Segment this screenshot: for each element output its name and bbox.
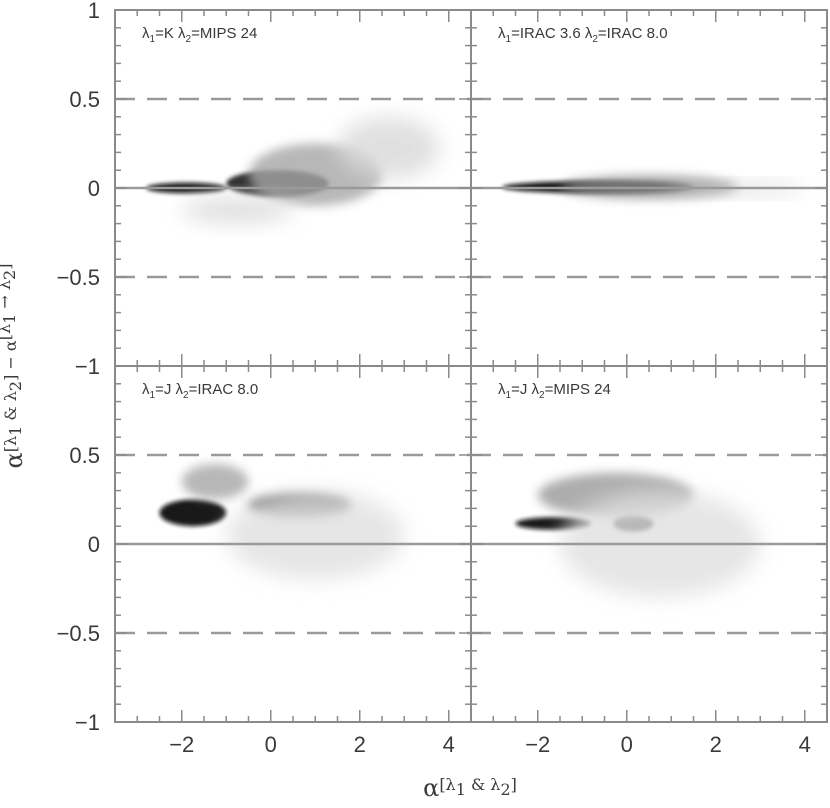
y-axis-title-part1: [λ xyxy=(1,436,20,452)
x-tick-label: 4 xyxy=(443,732,455,757)
y-axis-title-sub1: 1 xyxy=(6,426,25,436)
tick-labels: −2 0 2 4 −2 0 2 4 1 0.5 0 −0.5 −1 0.5 0 −0.5 −1 xyxy=(57,0,811,757)
panel-label-part: λ xyxy=(498,381,506,398)
panel-label-part: 1 xyxy=(150,390,156,401)
density-layer xyxy=(146,116,440,224)
panel-label-part: =K xyxy=(155,25,174,42)
panel-label-part: =J xyxy=(155,381,171,398)
y-axis-title-part2: & λ xyxy=(1,391,20,426)
y-axis-title-part4: [λ xyxy=(0,324,14,340)
panel-label-part: 1 xyxy=(506,34,512,45)
density-region-3 xyxy=(337,116,440,180)
y-axis-title-close: ] xyxy=(0,264,14,270)
y-tick-label: −1 xyxy=(75,354,100,379)
panel-top-left: λ1=K λ2=MIPS 24 xyxy=(114,9,472,367)
panel-label-part: =MIPS 24 xyxy=(545,381,611,398)
panel-label-part: 2 xyxy=(539,390,545,401)
panel-label-part: =J xyxy=(511,381,527,398)
density-layer xyxy=(502,175,805,199)
panel-label-part: λ xyxy=(142,381,150,398)
x-tick-label: 4 xyxy=(799,732,811,757)
density-region-4 xyxy=(181,196,293,224)
panel-frame xyxy=(470,365,828,723)
x-axis-title-bracket: [λ xyxy=(439,775,455,794)
y-axis-title-sub4: 2 xyxy=(0,270,19,280)
panel-label-part: 2 xyxy=(183,390,189,401)
x-axis-title-sub1: 1 xyxy=(456,780,466,799)
x-axis-title-close: ] xyxy=(511,775,517,794)
x-tick-label: 0 xyxy=(265,732,277,757)
panel-label-part: λ xyxy=(176,381,184,398)
x-tick-label: −2 xyxy=(525,732,550,757)
panel-label-part: =IRAC 3.6 xyxy=(511,25,581,42)
y-axis-title-part3: ] − α xyxy=(1,340,20,381)
y-tick-label: 0 xyxy=(88,176,100,201)
y-tick-label: −1 xyxy=(75,710,100,735)
density-region-2 xyxy=(181,463,249,500)
density-layer xyxy=(515,472,761,598)
y-axis-title-sub2: 2 xyxy=(6,381,25,391)
panel-label-part: 2 xyxy=(592,34,598,45)
panel-label: λ1=J λ2=IRAC 8.0 xyxy=(142,381,258,401)
y-axis-title-part5: → λ xyxy=(0,280,14,314)
y-axis-title-sub3: 1 xyxy=(0,314,19,324)
y-axis-title-alpha: α xyxy=(0,452,28,468)
panel-label-part: =MIPS 24 xyxy=(191,25,257,42)
panel-top-right: λ1=IRAC 3.6 λ2=IRAC 8.0 xyxy=(470,9,828,367)
x-tick-label: −2 xyxy=(169,732,194,757)
y-tick-label: 1 xyxy=(88,0,100,23)
panel-label-part: λ xyxy=(532,381,540,398)
panel-label: λ1=IRAC 3.6 λ2=IRAC 8.0 xyxy=(498,25,668,45)
panel-label-part: =IRAC 8.0 xyxy=(598,25,668,42)
y-tick-label: 0 xyxy=(88,532,100,557)
x-axis-title-alpha: α xyxy=(423,774,439,802)
panel-label-part: 1 xyxy=(150,34,156,45)
x-tick-label: 0 xyxy=(621,732,633,757)
panel-label-part: λ xyxy=(498,25,506,42)
panel-label-part: λ xyxy=(178,25,186,42)
density-region-3 xyxy=(226,490,405,580)
y-tick-label: −0.5 xyxy=(57,621,100,646)
density-region-0 xyxy=(159,499,227,527)
y-tick-label: 0.5 xyxy=(69,443,100,468)
panel-label-part: =IRAC 8.0 xyxy=(189,381,259,398)
panel-label: λ1=J λ2=MIPS 24 xyxy=(498,381,611,401)
x-tick-label: 2 xyxy=(710,732,722,757)
panel-label: λ1=K λ2=MIPS 24 xyxy=(142,25,257,45)
y-tick-label: −0.5 xyxy=(57,265,100,290)
x-axis-title-sub2: 2 xyxy=(500,780,510,799)
density-layer xyxy=(159,463,405,580)
panel-label-part: λ xyxy=(142,25,150,42)
panel-label-part: 1 xyxy=(506,390,512,401)
panel-bottom-right: λ1=J λ2=MIPS 24 xyxy=(470,365,828,723)
x-axis-title: α[λ1 & λ2] xyxy=(423,774,517,802)
panels: λ1=K λ2=MIPS 24 λ1=IRAC 3.6 λ2=IRAC 8.0λ1… xyxy=(114,9,828,723)
x-tick-label: 2 xyxy=(354,732,366,757)
y-tick-label: 0.5 xyxy=(69,87,100,112)
panel-label-part: λ xyxy=(585,25,593,42)
panel-label-part: 2 xyxy=(186,34,192,45)
panel-bottom-left: λ1=J λ2=IRAC 8.0 xyxy=(114,365,472,723)
x-axis-title-rest: & λ xyxy=(466,775,501,794)
y-axis-title: α[λ1 & λ2] − α[λ1 → λ2] xyxy=(0,264,28,469)
